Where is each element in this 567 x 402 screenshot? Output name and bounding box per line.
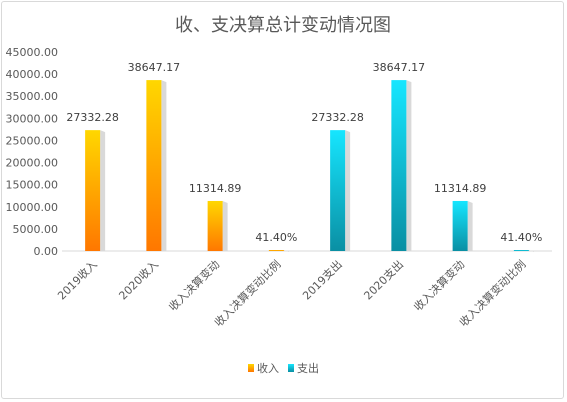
- y-tick-label: 10000.00: [6, 201, 59, 214]
- bar: [268, 250, 284, 251]
- bar-shadow: [100, 130, 106, 251]
- y-tick-label: 20000.00: [6, 157, 59, 170]
- y-tick-label: 30000.00: [6, 112, 59, 125]
- bar-shadow: [406, 80, 412, 251]
- chart-title: 收、支决算总计变动情况图: [175, 15, 391, 36]
- data-label: 11314.89: [434, 182, 487, 195]
- data-label: 27332.28: [311, 111, 364, 124]
- legend: 收入 支出: [248, 361, 319, 375]
- data-label: 38647.17: [128, 61, 181, 74]
- y-tick-label: 45000.00: [6, 46, 59, 59]
- bar: [391, 80, 407, 251]
- x-tick-label: 收入决算变动比例: [211, 257, 283, 329]
- bar: [513, 250, 529, 251]
- y-tick-label: 35000.00: [6, 90, 59, 103]
- bar-shadow: [161, 80, 167, 251]
- x-tick-label: 收入决算变动: [411, 257, 468, 314]
- bar-shadow: [528, 250, 534, 252]
- data-labels: 27332.28 38647.17 11314.89 41.40% 27332.28 38…: [66, 61, 542, 244]
- legend-label: 收入: [257, 361, 279, 375]
- bar-shadow: [222, 200, 228, 251]
- bar-shadow: [345, 130, 351, 251]
- data-label: 38647.17: [373, 61, 426, 74]
- bar-shadow: [467, 200, 473, 251]
- y-tick-label: 0.00: [34, 245, 59, 258]
- bar: [207, 200, 223, 251]
- y-tick-label: 5000.00: [13, 223, 59, 236]
- data-label: 27332.28: [66, 111, 119, 124]
- y-tick-label: 15000.00: [6, 179, 59, 192]
- data-label: 41.40%: [255, 231, 297, 244]
- bar-shadow: [283, 250, 289, 252]
- x-tick-label: 收入决算变动: [166, 257, 223, 314]
- x-tick-label: 2019收入: [54, 257, 99, 302]
- legend-label: 支出: [297, 361, 319, 375]
- y-tick-label: 40000.00: [6, 68, 59, 81]
- legend-swatch: [248, 364, 254, 372]
- y-axis: 0.00 5000.00 10000.00 15000.00 20000.00 25000…: [6, 46, 59, 258]
- x-tick-label: 2020支出: [361, 257, 406, 302]
- x-tick-label: 2020收入: [116, 257, 161, 302]
- x-tick-label: 2019支出: [299, 257, 344, 302]
- bars: [85, 80, 534, 252]
- legend-swatch: [288, 364, 294, 372]
- y-tick-label: 25000.00: [6, 134, 59, 147]
- bar: [452, 200, 468, 251]
- data-label: 41.40%: [500, 231, 542, 244]
- bar: [146, 80, 162, 251]
- bar: [85, 130, 101, 251]
- bar: [330, 130, 346, 251]
- x-tick-label: 收入决算变动比例: [456, 257, 528, 329]
- data-label: 11314.89: [189, 182, 242, 195]
